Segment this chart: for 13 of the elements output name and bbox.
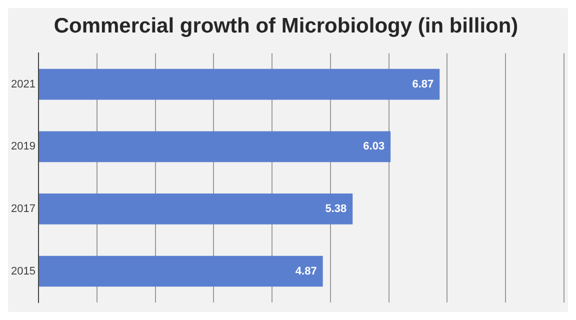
y-tick-label: 2015 <box>10 265 36 278</box>
bar <box>38 194 353 224</box>
data-label: 5.38 <box>325 202 347 215</box>
bar <box>38 131 391 162</box>
y-tick-label: 2017 <box>10 202 36 215</box>
chart-title: Commercial growth of Microbiology (in billion) <box>54 14 518 38</box>
y-tick-label: 2021 <box>10 78 36 90</box>
y-tick-label: 2019 <box>10 140 36 153</box>
bar <box>38 68 440 100</box>
data-label: 6.87 <box>412 78 434 90</box>
bar <box>38 256 323 287</box>
data-label: 6.03 <box>363 140 385 153</box>
data-label: 4.87 <box>295 265 317 278</box>
